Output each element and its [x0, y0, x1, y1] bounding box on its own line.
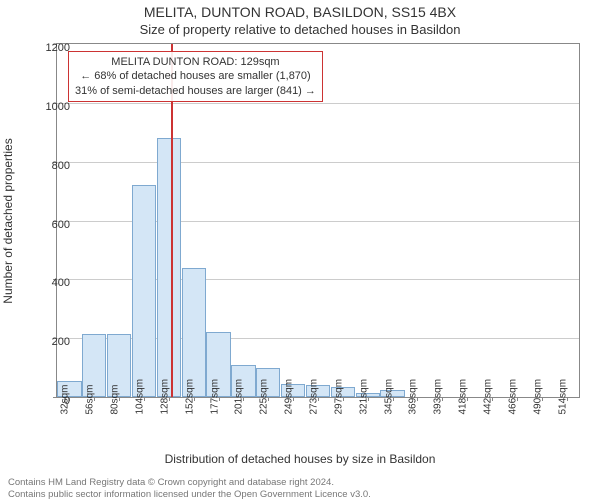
main-title: MELITA, DUNTON ROAD, BASILDON, SS15 4BX — [0, 4, 600, 20]
bar — [182, 268, 206, 397]
bar — [157, 138, 181, 397]
annotation-line: MELITA DUNTON ROAD: 129sqm — [75, 55, 316, 69]
footer-line: Contains HM Land Registry data © Crown c… — [8, 477, 371, 488]
annotation-line: 31% of semi-detached houses are larger (… — [75, 84, 316, 98]
ytick-label: 200 — [30, 336, 70, 348]
sub-title: Size of property relative to detached ho… — [0, 22, 600, 37]
ytick-label: 1200 — [30, 42, 70, 54]
ytick-label: 400 — [30, 277, 70, 289]
annotation-line: ← 68% of detached houses are smaller (1,… — [75, 69, 316, 83]
footer-line: Contains public sector information licen… — [8, 489, 371, 500]
annotation-box: MELITA DUNTON ROAD: 129sqm ← 68% of deta… — [68, 51, 323, 102]
x-axis-label: Distribution of detached houses by size … — [0, 452, 600, 466]
footer-attribution: Contains HM Land Registry data © Crown c… — [8, 477, 371, 500]
y-axis-label: Number of detached properties — [1, 138, 15, 303]
ytick-label: 1000 — [30, 101, 70, 113]
ytick-label: 600 — [30, 219, 70, 231]
gridline — [57, 103, 579, 104]
bar — [132, 185, 156, 397]
chart-area: MELITA DUNTON ROAD: 129sqm ← 68% of deta… — [56, 43, 580, 398]
ytick-label: 800 — [30, 160, 70, 172]
gridline — [57, 162, 579, 163]
